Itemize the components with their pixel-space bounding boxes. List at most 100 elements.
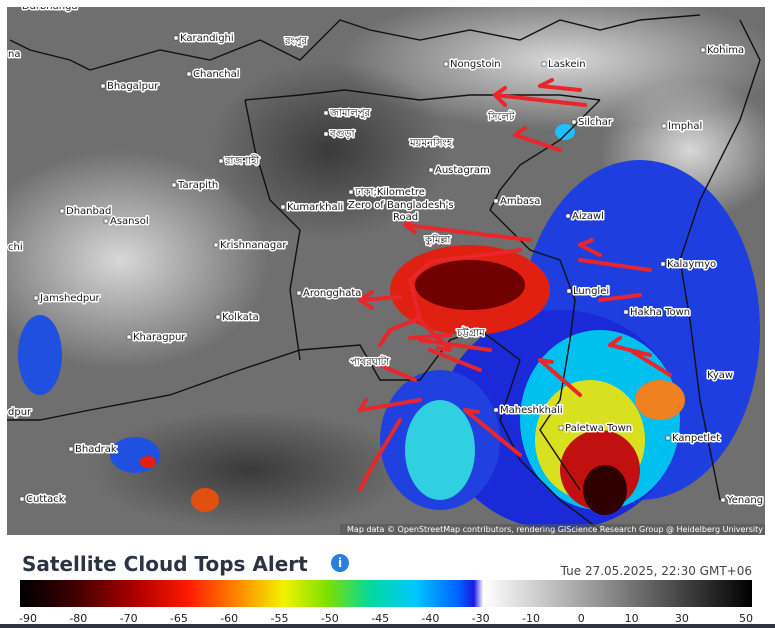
- timestamp: Tue 27.05.2025, 22:30 GMT+06: [560, 564, 752, 578]
- scale-labels: -90 -80 -70 -65 -60 -55 -50 -45 -40 -30 -10 0 10 30 50: [19, 612, 753, 625]
- place-label: Kumarkhali: [287, 202, 343, 213]
- place-label: Kanpetlet: [672, 433, 720, 444]
- place-dot: [565, 213, 571, 219]
- place-dot: [541, 61, 547, 67]
- place-label: Chanchal: [193, 69, 240, 80]
- place-label: রাজশাহী: [224, 154, 259, 167]
- place-label: Kolkata: [222, 312, 259, 323]
- place-dot: [566, 288, 572, 294]
- place-label: পাথরঘাটা: [350, 355, 390, 368]
- place-dot: [103, 218, 109, 224]
- place-dot: [186, 71, 192, 77]
- place-label: Aizawl: [572, 211, 604, 222]
- place-dot: [213, 242, 219, 248]
- place-label: Nongstoin: [450, 59, 501, 70]
- map: Darbhanga Karandighi রংপুর Chanchal Bhagalpu…: [7, 1, 765, 535]
- scale-label: -90: [19, 612, 37, 625]
- scale-label: -70: [120, 612, 138, 625]
- place-dot: [558, 425, 564, 431]
- place-labels: Darbhanga Karandighi রংপুর Chanchal Bhagalpu…: [7, 1, 765, 508]
- info-icon[interactable]: i: [331, 554, 349, 572]
- place-label: Austagram: [435, 165, 490, 176]
- place-label: Cuttack: [26, 494, 65, 505]
- place-label: রংপুর: [284, 36, 308, 47]
- place-label: Tarapith: [177, 180, 218, 191]
- place-dot: [100, 83, 106, 89]
- place-dot: [661, 123, 667, 129]
- scale-label: 30: [675, 612, 689, 625]
- place-label: na: [8, 49, 20, 60]
- map-attribution: Map data © OpenStreetMap contributors, r…: [347, 525, 763, 534]
- place-dot: [59, 208, 65, 214]
- place-label: chi: [8, 242, 23, 253]
- place-label: কুমিল্লা: [424, 234, 452, 246]
- place-dot: [443, 61, 449, 67]
- scale-label: 10: [625, 612, 639, 625]
- place-label: Paletwa Town: [565, 423, 632, 434]
- place-label: Maheshkhali: [500, 405, 563, 416]
- place-label: Silchar: [578, 117, 613, 128]
- scale-label: -40: [421, 612, 439, 625]
- place-dot: [720, 497, 726, 503]
- place-label: Kohima: [707, 45, 744, 56]
- place-label: dpur: [8, 407, 32, 418]
- boundaries: [7, 14, 761, 531]
- place-dot: [700, 47, 706, 53]
- scale-label: -30: [472, 612, 490, 625]
- svg-text:i: i: [338, 556, 342, 570]
- place-label: Darbhanga: [22, 1, 78, 12]
- place-dot: [323, 110, 329, 116]
- place-dot: [126, 334, 132, 340]
- legend-title: Satellite Cloud Tops Alert: [22, 552, 308, 576]
- place-label: ময়মনসিংহ: [409, 137, 453, 149]
- place-label: Bhadrak: [75, 444, 117, 455]
- place-label: Arongghata: [303, 288, 361, 299]
- place-dot: [218, 158, 224, 164]
- place-dot: [348, 189, 354, 195]
- scale-label: 0: [578, 612, 585, 625]
- place-dot: [171, 182, 177, 188]
- place-label: Jamshedpur: [39, 293, 101, 304]
- place-dot: [33, 295, 39, 301]
- scale-label: -50: [321, 612, 339, 625]
- scale-label: -60: [220, 612, 238, 625]
- place-dot: [428, 167, 434, 173]
- place-label: সিলেট: [487, 110, 515, 123]
- place-label: Kharagpur: [133, 332, 186, 343]
- place-label: Ambasa: [500, 196, 540, 207]
- place-label: জামালপুর: [329, 108, 371, 119]
- place-dot: [571, 119, 577, 125]
- place-label: Karandighi: [180, 33, 234, 44]
- place-label: Kyaw: [707, 370, 733, 381]
- place-dot: [19, 496, 25, 502]
- place-label: Kalaymyo: [667, 259, 716, 270]
- scale-label: -10: [522, 612, 540, 625]
- place-label: চট্টগ্রাম: [456, 327, 485, 339]
- place-label: Dhanbad: [66, 206, 111, 217]
- cloud-cells: [18, 124, 760, 530]
- place-dot: [280, 204, 286, 210]
- place-dot: [493, 407, 499, 413]
- place-label: Zero of Bangladesh's: [348, 200, 454, 211]
- wind-arrows: [358, 78, 672, 492]
- place-label: Yenang: [726, 495, 763, 506]
- scale-label: -45: [371, 612, 389, 625]
- place-dot: [173, 35, 179, 41]
- place-label: Laskein: [548, 59, 586, 70]
- place-dot: [323, 131, 329, 137]
- place-label: ঢাকা;Kilometre: [354, 187, 425, 198]
- place-dot: [215, 314, 221, 320]
- place-label: Asansol: [110, 216, 149, 227]
- place-dot: [296, 290, 302, 296]
- scale-label: -65: [170, 612, 188, 625]
- place-label: Hakha Town: [630, 307, 690, 318]
- place-label: Imphal: [668, 121, 702, 132]
- scale-label: 50: [739, 612, 753, 625]
- place-label: Lunglei: [573, 286, 609, 297]
- place-dot: [493, 198, 499, 204]
- scale-label: -80: [69, 612, 87, 625]
- place-dot: [68, 446, 74, 452]
- place-label: Road: [393, 212, 418, 223]
